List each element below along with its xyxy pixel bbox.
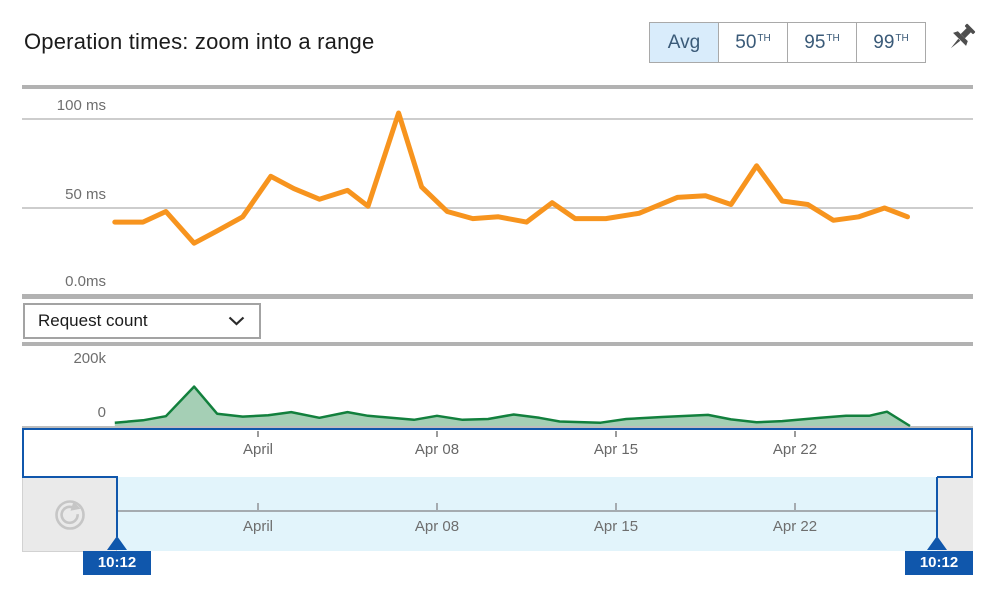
x-axis-tick xyxy=(793,431,796,437)
x-axis-label: April xyxy=(242,518,274,535)
page-title: Operation times: zoom into a range xyxy=(24,29,375,54)
x-axis-tick xyxy=(614,431,617,437)
request-series-line xyxy=(114,385,911,428)
dropdown-value: Request count xyxy=(38,311,148,330)
metric-button-95th[interactable]: 95 TH xyxy=(787,23,856,62)
x-axis-label: Apr 22 xyxy=(772,441,818,458)
metric-button-label: 99 xyxy=(873,31,895,53)
chart-top-border xyxy=(22,85,973,89)
request-count-area-chart[interactable] xyxy=(22,344,973,430)
x-axis-label: Apr 15 xyxy=(593,518,639,535)
x-axis-tick xyxy=(435,431,438,437)
chart2-top-border xyxy=(22,342,973,346)
range-end-time[interactable]: 10:12 xyxy=(905,551,973,575)
x-axis-tick xyxy=(257,431,259,437)
range-start-time[interactable]: 10:12 xyxy=(83,551,151,575)
x-axis-label: Apr 15 xyxy=(593,441,639,458)
metric-button-label: Avg xyxy=(667,31,701,53)
latency-series-line xyxy=(112,110,910,246)
y-tick-200k: 200k xyxy=(73,350,106,367)
chevron-down-icon xyxy=(228,316,245,326)
metric-button-50th[interactable]: 50 TH xyxy=(718,23,787,62)
selection-connector-right xyxy=(937,476,973,478)
y-tick-0k: 0 xyxy=(97,404,106,421)
pin-icon[interactable] xyxy=(941,20,979,58)
x-axis-label: April xyxy=(242,441,274,458)
metric-button-99th[interactable]: 99 TH xyxy=(856,23,925,62)
metric-button-avg[interactable]: Avg xyxy=(650,23,718,62)
brush-axis-line xyxy=(117,510,937,512)
x-axis-label: Apr 22 xyxy=(772,518,818,535)
brush-handle-left[interactable] xyxy=(116,477,118,537)
x-axis-label: Apr 08 xyxy=(414,518,460,535)
selection-connector-left xyxy=(22,476,118,478)
chart-divider xyxy=(22,294,973,299)
x-axis-tick xyxy=(257,503,259,510)
brush-selected-range[interactable] xyxy=(117,477,937,551)
metric-button-label: 95 xyxy=(804,31,826,53)
undo-icon xyxy=(54,499,85,530)
metric-button-label: 50 xyxy=(735,31,757,53)
y-tick-100ms: 100 ms xyxy=(56,97,106,114)
gridline-50ms xyxy=(22,207,973,209)
request-count-dropdown[interactable]: Request count xyxy=(23,303,261,339)
operation-times-line-chart[interactable] xyxy=(22,85,973,300)
x-axis-label: Apr 08 xyxy=(414,441,460,458)
metric-button-sup: TH xyxy=(757,33,771,44)
percentile-toggle-group: Avg 50 TH 95 TH 99 TH xyxy=(649,22,926,63)
x-axis-tick xyxy=(793,503,796,510)
metric-button-sup: TH xyxy=(826,33,840,44)
metric-button-sup: TH xyxy=(895,33,909,44)
brush-handle-left-grip[interactable] xyxy=(107,536,127,550)
reset-zoom-button[interactable] xyxy=(22,477,117,552)
x-axis-tick xyxy=(614,503,617,510)
y-tick-0ms: 0.0ms xyxy=(65,273,106,290)
brush-handle-right-grip[interactable] xyxy=(927,536,947,550)
x-axis-tick xyxy=(435,503,438,510)
brush-handle-right[interactable] xyxy=(936,477,938,537)
gridline-100ms xyxy=(22,118,973,120)
y-tick-50ms: 50 ms xyxy=(65,186,106,203)
zoom-selection-rect[interactable] xyxy=(22,428,973,477)
